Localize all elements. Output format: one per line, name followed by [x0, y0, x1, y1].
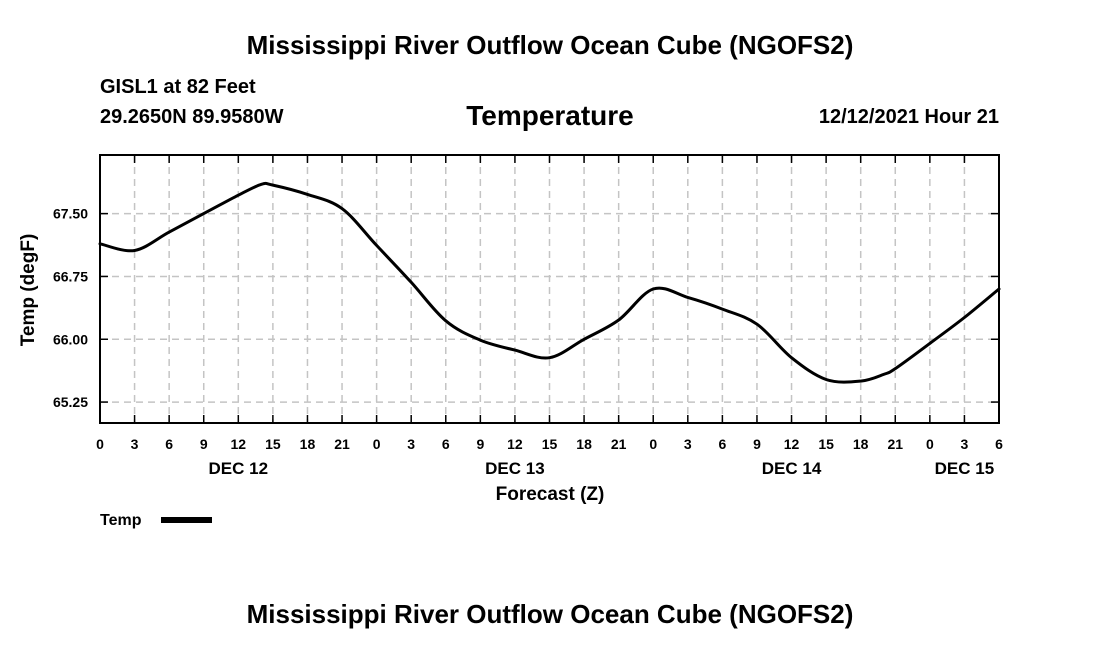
x-tick-label: 9: [753, 436, 761, 452]
x-tick-label: 18: [853, 436, 869, 452]
x-tick-label: 6: [718, 436, 726, 452]
bottom-title: Mississippi River Outflow Ocean Cube (NG…: [246, 599, 854, 629]
day-label: DEC 14: [762, 459, 822, 478]
x-tick-label: 0: [96, 436, 104, 452]
legend-label-temp: Temp: [100, 512, 142, 529]
day-label: DEC 13: [485, 459, 545, 478]
temp-series-line: [98, 181, 1001, 384]
x-tick-label: 15: [542, 436, 558, 452]
x-tick-label: 3: [131, 436, 139, 452]
grid: [100, 155, 999, 423]
y-tick-label: 67.50: [53, 206, 88, 222]
x-tick-label: 9: [200, 436, 208, 452]
y-tick-label: 66.75: [53, 268, 88, 284]
x-tick-label: 3: [407, 436, 415, 452]
coordinates-label: 29.2650N 89.9580W: [100, 106, 284, 128]
legend-swatch-temp: [161, 517, 212, 523]
x-tick-labels: 0 3 6 9 12 15 18 21 0 3 6 9 12 15 18 21 0 3 6 9 12 15 18 21 0 3 6: [96, 436, 1003, 452]
main-title: Mississippi River Outflow Ocean Cube (NG…: [246, 30, 854, 60]
x-tick-label: 15: [265, 436, 281, 452]
x-tick-label: 6: [442, 436, 450, 452]
x-tick-label: 21: [334, 436, 350, 452]
legend: Temp: [100, 512, 212, 529]
x-tick-label: 21: [611, 436, 627, 452]
y-tick-label: 65.25: [53, 394, 88, 410]
y-axis-label: Temp (degF): [18, 234, 39, 347]
station-label: GISL1 at 82 Feet: [100, 76, 256, 98]
y-tick-labels: 65.25 66.00 66.75 67.50: [53, 206, 88, 410]
ticks: [99, 155, 1000, 423]
day-label: DEC 15: [935, 459, 995, 478]
x-tick-label: 21: [887, 436, 903, 452]
x-tick-label: 3: [684, 436, 692, 452]
day-labels: DEC 12 DEC 13 DEC 14 DEC 15: [209, 459, 995, 478]
x-tick-label: 0: [649, 436, 657, 452]
x-tick-label: 3: [961, 436, 969, 452]
x-tick-label: 18: [576, 436, 592, 452]
y-tick-label: 66.00: [53, 331, 88, 347]
x-tick-label: 0: [926, 436, 934, 452]
day-label: DEC 12: [209, 459, 269, 478]
x-tick-label: 6: [165, 436, 173, 452]
x-tick-label: 15: [818, 436, 834, 452]
datetime-label: 12/12/2021 Hour 21: [818, 106, 999, 128]
x-axis-label: Forecast (Z): [496, 484, 605, 505]
x-tick-label: 18: [300, 436, 316, 452]
x-tick-label: 6: [995, 436, 1003, 452]
x-tick-label: 9: [476, 436, 484, 452]
x-tick-label: 0: [373, 436, 381, 452]
x-tick-label: 12: [784, 436, 800, 452]
chart-title: Temperature: [466, 100, 634, 131]
x-tick-label: 12: [507, 436, 523, 452]
x-tick-label: 12: [231, 436, 247, 452]
